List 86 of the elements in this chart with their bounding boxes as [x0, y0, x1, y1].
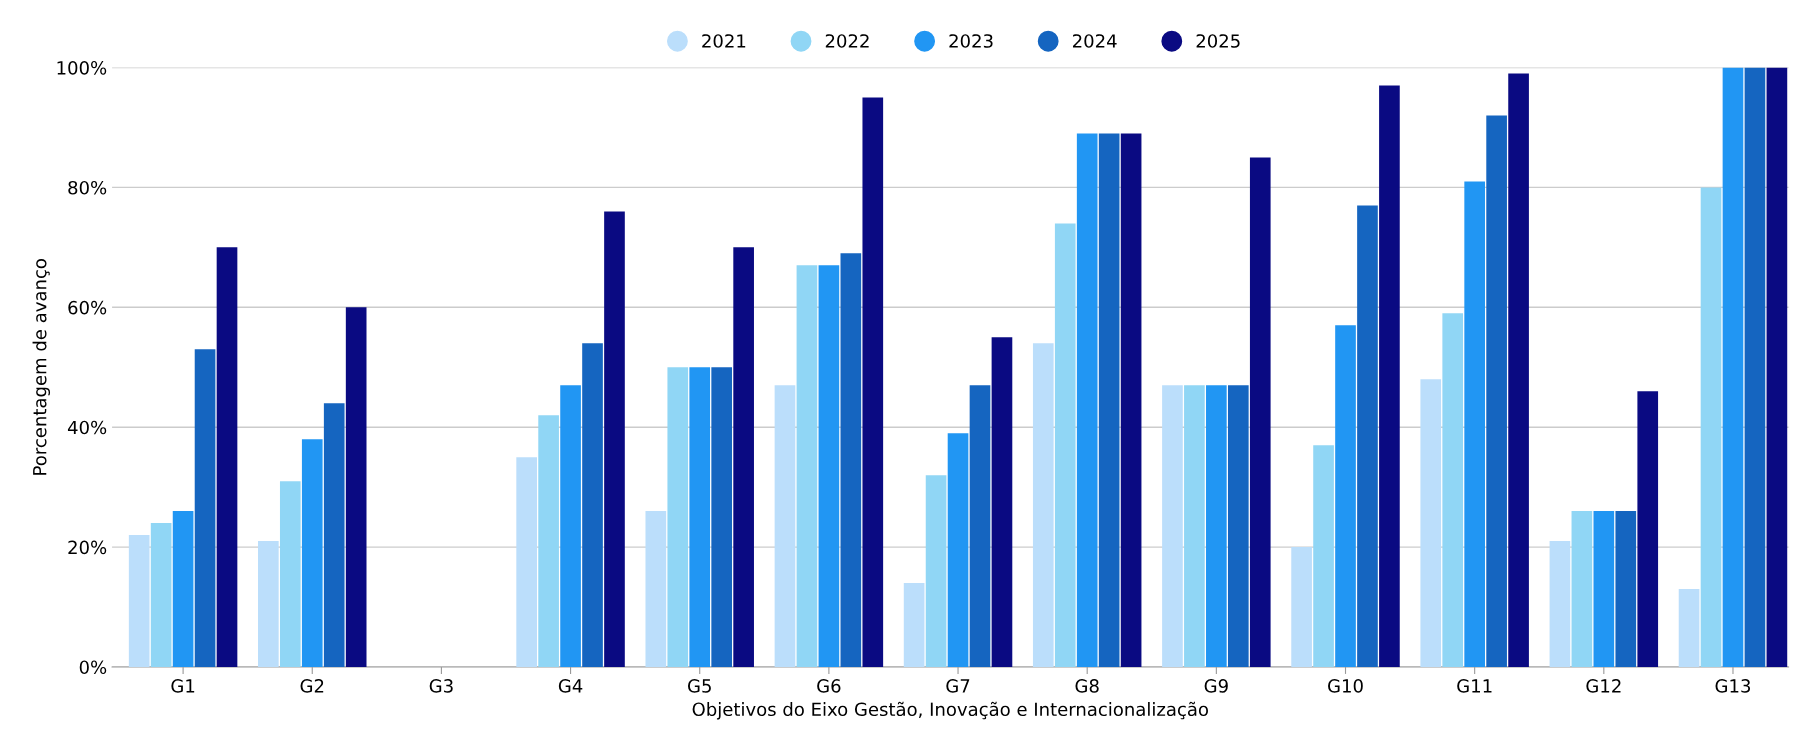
bar [194, 349, 216, 667]
bar [1637, 391, 1659, 667]
y-tick-label: 0% [79, 660, 107, 675]
bar [667, 367, 689, 667]
x-tick-label: G5 [688, 679, 711, 693]
bar [1379, 85, 1400, 667]
bar [1098, 133, 1120, 667]
bar [689, 367, 711, 667]
bar [1032, 343, 1054, 667]
bar [925, 475, 947, 667]
bar [645, 511, 667, 667]
bar [1357, 205, 1378, 667]
bar [216, 247, 238, 667]
bar [1508, 73, 1529, 667]
bar [733, 247, 754, 667]
bar [1549, 541, 1571, 667]
bar [582, 343, 603, 667]
x-tick-label: G7 [946, 679, 970, 693]
bar [774, 385, 796, 667]
bar [1076, 133, 1098, 667]
bar [172, 511, 194, 667]
bar [279, 481, 301, 667]
x-tick-label: G1 [171, 679, 195, 693]
x-tick-label: G9 [1204, 679, 1228, 693]
bar [991, 337, 1013, 667]
legend-label: 2021 [702, 34, 746, 48]
bar [1766, 67, 1788, 667]
y-axis-title: Porcentagem de avanço [32, 259, 51, 475]
bar [1420, 379, 1442, 667]
bar [796, 265, 818, 667]
y-tick-label: 60% [68, 300, 107, 315]
y-tick-label: 20% [68, 540, 107, 555]
bar [1615, 511, 1637, 667]
bar [1054, 223, 1076, 667]
bar [1678, 589, 1700, 667]
bar [1206, 385, 1227, 667]
bar [1184, 385, 1205, 667]
bar [258, 541, 279, 667]
legend-label: 2022 [825, 34, 869, 48]
x-tick-label: G12 [1586, 679, 1621, 693]
bar [1744, 67, 1766, 667]
bar [711, 367, 733, 667]
bar [128, 535, 150, 667]
x-axis-title: Objetivos do Eixo Gestão, Inovação e Internacionalização [692, 701, 1208, 720]
bar [840, 253, 862, 667]
bar [1335, 325, 1356, 667]
legend-label: 2023 [949, 34, 993, 48]
bar [947, 433, 969, 667]
bar [1227, 385, 1249, 667]
bar [969, 385, 991, 667]
bar [1464, 181, 1485, 667]
bar [1313, 445, 1334, 667]
bar [818, 265, 840, 667]
bar [1120, 133, 1142, 667]
x-tick-label: G4 [558, 679, 583, 693]
legend-label: 2025 [1196, 34, 1240, 48]
bar [862, 97, 884, 667]
bar [560, 385, 581, 667]
bar [604, 211, 625, 667]
x-tick-label: G8 [1075, 679, 1099, 693]
bar [323, 403, 345, 667]
x-tick-label: G10 [1328, 679, 1363, 693]
bar [1486, 115, 1507, 667]
bar [1722, 67, 1744, 667]
bar [903, 583, 925, 667]
x-tick-label: G13 [1715, 679, 1751, 693]
bar [1291, 547, 1312, 667]
y-tick-label: 80% [68, 180, 107, 195]
bar [301, 439, 323, 667]
bar [1249, 157, 1271, 667]
bar [150, 523, 172, 667]
bar [345, 307, 367, 667]
y-tick-label: 100% [57, 61, 107, 75]
x-tick-label: G11 [1457, 679, 1492, 693]
bar [516, 457, 537, 667]
y-tick-label: 40% [67, 420, 107, 435]
x-tick-label: G2 [300, 679, 324, 693]
bar [1442, 313, 1464, 667]
x-tick-label: G3 [429, 679, 453, 693]
bar [538, 415, 559, 667]
bar [1700, 187, 1722, 667]
bar [1162, 385, 1183, 667]
bar [1593, 511, 1615, 667]
bar [1571, 511, 1593, 667]
x-tick-label: G6 [817, 679, 841, 693]
legend-label: 2024 [1072, 34, 1117, 48]
